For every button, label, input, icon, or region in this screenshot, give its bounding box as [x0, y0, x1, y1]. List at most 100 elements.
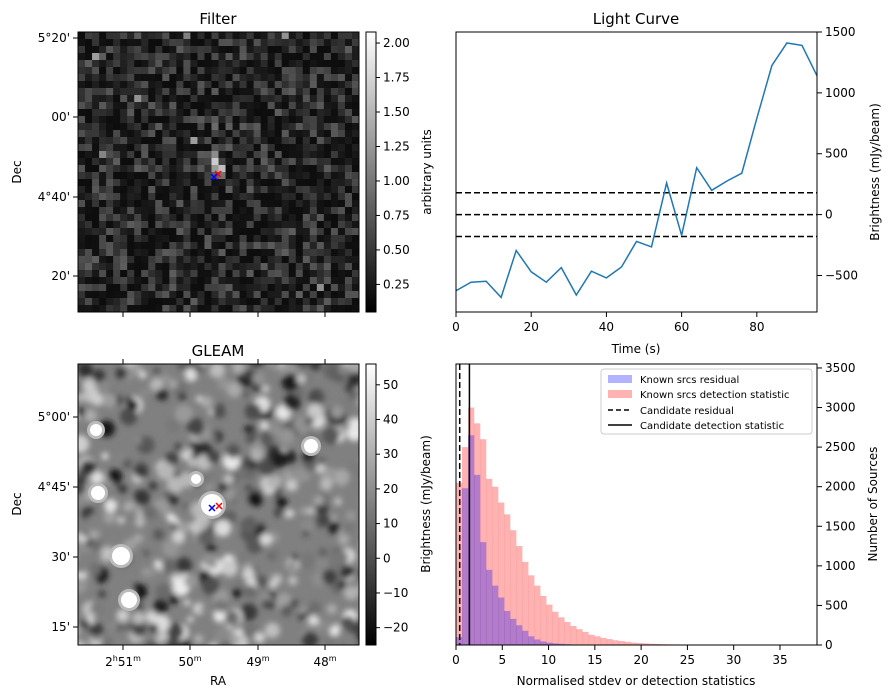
gleam-x-tick-label: 48m	[313, 654, 336, 669]
gleam-colorbar-ticks: −20 −10 0 10 20 30 40 50	[376, 378, 408, 635]
gleam-markers	[208, 502, 223, 512]
lightcurve-threshold-lines	[456, 191, 817, 238]
histogram-bar	[624, 641, 631, 645]
histogram-bar	[480, 439, 487, 645]
gleam-colorbar-tick-label: 10	[383, 517, 398, 531]
filter-colorbar-ticks: 0.25 0.50 0.75 1.00 1.25 1.50 1.75 2.00	[376, 36, 410, 291]
filter-colorbar-tick-label: 1.00	[383, 174, 410, 188]
gleam-frame	[77, 363, 360, 646]
histogram-bar	[570, 626, 577, 645]
histogram-bar	[552, 611, 559, 645]
legend-label-candidate-detection: Candidate detection statistic	[640, 421, 784, 432]
gleam-y-tick-label: 15'	[51, 620, 70, 634]
histogram-legend: Known srcs residual Known srcs detection…	[600, 368, 813, 435]
histogram-bar	[552, 643, 559, 645]
lightcurve-y-tick-label: 1000	[825, 86, 856, 100]
gleam-colorbar-tick-label: 0	[383, 551, 391, 565]
histogram-bar	[510, 618, 517, 645]
histogram-y-tick-label: 3500	[825, 361, 856, 375]
filter-y-ticks: 5°20' 00' 4°40' 20'	[38, 31, 78, 283]
gleam-y-tick-label: 4°45'	[38, 480, 70, 494]
filter-ylabel: Dec	[10, 160, 24, 183]
histogram-bar	[516, 625, 523, 645]
histogram-panel: 0 5 10 15 20 25 30 35 0 500 1000 1500 2000 2500 3000 3…	[452, 361, 880, 688]
histogram-bar	[540, 641, 547, 645]
histogram-bar	[588, 634, 595, 645]
gleam-x-tick-part: 49	[246, 655, 261, 669]
lightcurve-x-tick-label: 0	[452, 320, 460, 334]
histogram-bar	[492, 486, 499, 645]
legend-label-candidate-residual: Candidate residual	[640, 406, 734, 417]
histogram-bar	[612, 640, 619, 645]
histogram-y-tick-label: 2000	[825, 480, 856, 494]
gleam-x-tick-part: m	[329, 654, 337, 663]
histogram-bar	[594, 636, 601, 645]
legend-box	[600, 368, 813, 435]
gleam-title: GLEAM	[192, 342, 245, 360]
gleam-image	[78, 364, 359, 645]
histogram-bar	[606, 639, 613, 645]
gleam-xlabel: RA	[210, 674, 227, 688]
histogram-bar	[474, 423, 481, 645]
histogram-y-tick-label: 3000	[825, 401, 856, 415]
lightcurve-y-tick-label: −500	[825, 268, 858, 282]
histogram-x-tick-label: 5	[498, 653, 506, 667]
histogram-bar	[558, 617, 565, 645]
histogram-y-tick-label: 1000	[825, 559, 856, 573]
histogram-bar	[546, 604, 553, 645]
filter-markers	[210, 170, 222, 181]
gleam-colorbar-tick-label: 50	[383, 378, 398, 392]
histogram-bar	[636, 643, 643, 645]
histogram-bar	[528, 575, 535, 645]
histogram-y-ticks: 0 500 1000 1500 2000 2500 3000 3500	[817, 361, 856, 652]
gleam-colorbar-tick-label: 20	[383, 482, 398, 496]
filter-colorbar-tick-label: 1.25	[383, 139, 410, 153]
histogram-bar	[564, 622, 571, 645]
marker-x	[215, 502, 223, 510]
histogram-bar	[462, 488, 469, 645]
histogram-bar	[486, 478, 493, 645]
gleam-colorbar-tick-label: −20	[383, 621, 408, 635]
histogram-bar	[486, 569, 493, 645]
marker-x	[210, 173, 218, 181]
histogram-bar	[492, 585, 499, 645]
gleam-y-ticks: 5°00' 4°45' 30' 15'	[38, 410, 78, 634]
histogram-bar	[462, 447, 469, 645]
gleam-colorbar-tick-label: 40	[383, 413, 398, 427]
lightcurve-ylabel: Brightness (mJy/beam)	[868, 103, 882, 241]
histogram-y-tick-label: 1500	[825, 519, 856, 533]
filter-colorbar-tick-label: 1.50	[383, 105, 410, 119]
lightcurve-y-tick-label: 1500	[825, 25, 856, 39]
lightcurve-series	[456, 42, 817, 299]
histogram-bars	[456, 407, 758, 645]
lightcurve-x-tick-label: 20	[524, 320, 539, 334]
lightcurve-line	[456, 42, 817, 299]
gleam-x-tick-part: m	[194, 654, 202, 663]
gleam-x-tick-part: 2	[105, 655, 113, 669]
filter-colorbar	[365, 31, 377, 313]
filter-colorbar-label: arbitrary units	[420, 129, 434, 215]
gleam-x-tick-part: 51	[118, 655, 133, 669]
gleam-x-ticks: 2h51m 50m 49m 48m	[105, 645, 337, 669]
lightcurve-y-tick-label: 500	[825, 147, 848, 161]
histogram-bar	[480, 542, 487, 645]
histogram-bar	[654, 643, 661, 645]
histogram-bar	[516, 546, 523, 645]
gleam-colorbar-tick-label: 30	[383, 447, 398, 461]
filter-y-tick-label: 00'	[51, 110, 70, 124]
gleam-panel: GLEAM 5°00'4°45'30'15' 2h51m 50m 49m 48m RA…	[10, 342, 433, 688]
histogram-bar	[540, 595, 547, 645]
histogram-x-tick-label: 25	[680, 653, 695, 667]
histogram-bar	[522, 630, 529, 645]
marker-x	[208, 504, 216, 512]
legend-swatch-detection	[608, 390, 632, 398]
histogram-y-tick-label: 500	[825, 598, 848, 612]
gleam-y-tick-label: 5°00'	[38, 410, 70, 424]
lightcurve-x-tick-label: 80	[749, 320, 764, 334]
histogram-bar	[456, 637, 463, 645]
legend-label-detection: Known srcs detection statistic	[640, 390, 789, 401]
histogram-bar	[618, 641, 625, 645]
filter-colorbar-tick-label: 0.50	[383, 243, 410, 257]
filter-image	[78, 32, 359, 312]
filter-colorbar-tick-label: 1.75	[383, 71, 410, 85]
